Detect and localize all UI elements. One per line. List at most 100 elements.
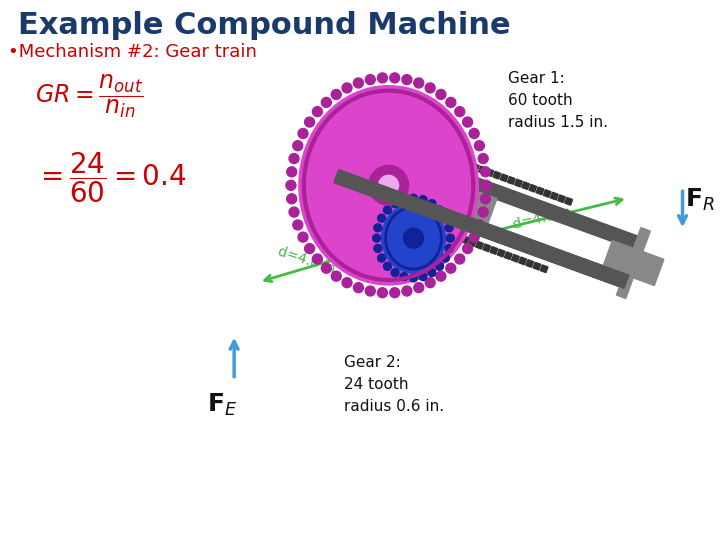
Polygon shape — [418, 220, 426, 228]
Circle shape — [436, 206, 444, 214]
Text: Example Compound Machine: Example Compound Machine — [18, 11, 510, 40]
Text: $= \dfrac{24}{60} = 0.4$: $= \dfrac{24}{60} = 0.4$ — [35, 151, 186, 205]
Circle shape — [384, 262, 392, 271]
Polygon shape — [519, 257, 526, 265]
Circle shape — [436, 90, 446, 99]
Circle shape — [377, 288, 387, 298]
Polygon shape — [433, 226, 441, 233]
Circle shape — [293, 220, 303, 230]
Polygon shape — [450, 156, 458, 164]
Polygon shape — [469, 239, 476, 246]
Circle shape — [478, 153, 488, 164]
Circle shape — [354, 78, 364, 88]
Circle shape — [305, 117, 315, 127]
Circle shape — [469, 129, 479, 138]
Polygon shape — [312, 135, 374, 180]
Polygon shape — [436, 180, 497, 225]
Polygon shape — [565, 198, 572, 205]
Circle shape — [377, 73, 387, 83]
Circle shape — [426, 278, 435, 288]
Polygon shape — [428, 148, 436, 156]
Circle shape — [481, 180, 491, 190]
Circle shape — [287, 194, 297, 204]
Polygon shape — [526, 260, 534, 267]
Circle shape — [419, 273, 427, 281]
Circle shape — [390, 73, 400, 83]
Circle shape — [446, 97, 456, 107]
Circle shape — [400, 195, 408, 204]
Circle shape — [331, 271, 341, 281]
Circle shape — [287, 167, 297, 177]
Polygon shape — [616, 228, 650, 299]
Circle shape — [462, 244, 472, 254]
Ellipse shape — [382, 203, 446, 273]
Circle shape — [312, 254, 323, 264]
Polygon shape — [490, 247, 498, 254]
Text: d=4.0 in.: d=4.0 in. — [511, 204, 577, 232]
Circle shape — [377, 254, 385, 262]
Polygon shape — [440, 228, 447, 236]
Polygon shape — [476, 241, 483, 249]
Circle shape — [354, 282, 364, 293]
Circle shape — [331, 90, 341, 99]
Polygon shape — [447, 231, 454, 239]
Polygon shape — [522, 182, 529, 190]
Polygon shape — [558, 195, 565, 202]
Polygon shape — [472, 164, 480, 171]
Ellipse shape — [299, 86, 478, 285]
Circle shape — [365, 75, 375, 85]
Polygon shape — [457, 158, 465, 166]
Circle shape — [374, 224, 382, 232]
Circle shape — [390, 288, 400, 298]
Polygon shape — [479, 166, 487, 174]
Polygon shape — [533, 262, 541, 270]
Circle shape — [410, 274, 418, 282]
Circle shape — [441, 254, 449, 262]
Text: Gear 1:
60 tooth
radius 1.5 in.: Gear 1: 60 tooth radius 1.5 in. — [508, 71, 608, 130]
Polygon shape — [454, 234, 462, 241]
Polygon shape — [512, 254, 519, 262]
Polygon shape — [426, 223, 433, 231]
Circle shape — [298, 129, 308, 138]
Polygon shape — [404, 215, 412, 223]
Polygon shape — [498, 249, 505, 257]
Circle shape — [474, 220, 485, 230]
Polygon shape — [464, 161, 472, 168]
Polygon shape — [500, 174, 508, 181]
Circle shape — [402, 286, 412, 296]
Circle shape — [428, 268, 436, 276]
Polygon shape — [603, 240, 664, 286]
Text: $\mathbf{F}_R$: $\mathbf{F}_R$ — [685, 187, 714, 213]
Circle shape — [400, 273, 408, 281]
Polygon shape — [326, 122, 360, 193]
Polygon shape — [515, 179, 522, 187]
Circle shape — [403, 228, 423, 248]
Circle shape — [436, 262, 444, 271]
Polygon shape — [443, 153, 451, 161]
Circle shape — [312, 107, 323, 117]
Polygon shape — [508, 177, 515, 184]
Polygon shape — [536, 187, 544, 195]
Circle shape — [342, 83, 352, 93]
Circle shape — [377, 214, 385, 222]
Circle shape — [286, 180, 296, 190]
Polygon shape — [544, 190, 551, 197]
Circle shape — [305, 244, 315, 254]
Circle shape — [410, 194, 418, 202]
Polygon shape — [411, 218, 419, 226]
Circle shape — [321, 263, 331, 273]
Circle shape — [369, 165, 408, 205]
Circle shape — [428, 200, 436, 207]
Circle shape — [480, 194, 490, 204]
Circle shape — [391, 200, 399, 207]
Circle shape — [445, 245, 453, 252]
Circle shape — [293, 141, 303, 151]
Circle shape — [469, 232, 479, 242]
Circle shape — [379, 176, 399, 195]
Polygon shape — [486, 169, 493, 177]
Polygon shape — [334, 170, 629, 288]
Polygon shape — [334, 170, 629, 288]
Polygon shape — [483, 244, 490, 252]
Polygon shape — [505, 252, 512, 260]
Circle shape — [289, 153, 299, 164]
